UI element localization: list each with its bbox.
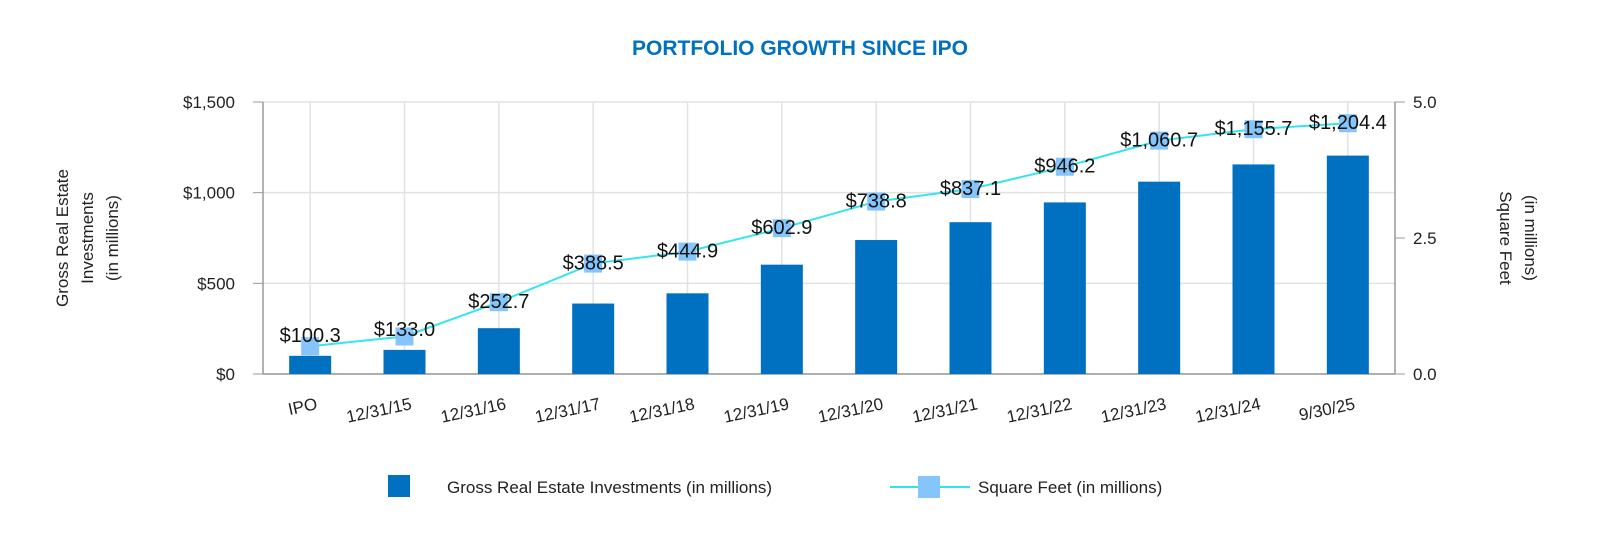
x-tick-label: 12/31/20 xyxy=(816,394,885,426)
x-tick-label: 12/31/24 xyxy=(1194,394,1263,426)
bar-data-label: $133.0 xyxy=(374,319,435,341)
chart-title: PORTFOLIO GROWTH SINCE IPO xyxy=(632,37,968,60)
x-tick-label: 12/31/19 xyxy=(722,394,791,426)
y-tick-label-left: $500 xyxy=(197,274,235,293)
bar xyxy=(289,355,332,374)
bar xyxy=(949,222,992,374)
y-axis-title-left: Investments xyxy=(78,192,97,284)
y-axis-title-right: Square Feet xyxy=(1496,191,1515,285)
bar-data-label: $1,204.4 xyxy=(1309,112,1387,134)
bar-data-label: $946.2 xyxy=(1034,156,1095,178)
bar xyxy=(477,328,520,374)
bar xyxy=(1043,202,1086,374)
x-tick-label: 12/31/21 xyxy=(911,394,980,426)
x-tick-label: IPO xyxy=(286,394,319,419)
bar xyxy=(1232,164,1275,374)
bar-data-label: $252.7 xyxy=(468,291,529,313)
square-feet-marker xyxy=(867,192,886,211)
y-axis-title-right: (in millions) xyxy=(1521,195,1540,281)
bar-data-label: $602.9 xyxy=(751,217,812,239)
square-feet-marker xyxy=(584,254,603,273)
y-tick-label-left: $1,000 xyxy=(183,184,235,203)
y-tick-label-left: $1,500 xyxy=(183,93,235,112)
bar xyxy=(855,240,898,374)
square-feet-marker xyxy=(1244,120,1263,139)
y-tick-label-right: 5.0 xyxy=(1413,93,1437,112)
x-tick-label: 12/31/17 xyxy=(533,394,602,426)
y-axis-title-left: Gross Real Estate xyxy=(53,169,72,307)
square-feet-marker xyxy=(301,337,320,356)
bar xyxy=(1326,155,1369,374)
square-feet-marker xyxy=(1055,157,1074,176)
bar xyxy=(1138,181,1181,374)
square-feet-marker xyxy=(772,219,791,238)
bar-data-label: $837.1 xyxy=(940,178,1001,200)
x-tick-label: 12/31/16 xyxy=(439,394,508,426)
x-tick-label: 12/31/18 xyxy=(628,394,697,426)
bar xyxy=(666,293,709,374)
square-feet-marker xyxy=(489,293,508,312)
y-tick-label-right: 0.0 xyxy=(1413,365,1437,384)
bar-data-label: $738.8 xyxy=(846,191,907,213)
y-tick-label-left: $0 xyxy=(216,365,235,384)
bar xyxy=(760,264,803,374)
x-tick-label: 12/31/22 xyxy=(1005,394,1074,426)
x-tick-label: 12/31/15 xyxy=(345,394,414,426)
bar-data-label: $388.5 xyxy=(563,253,624,275)
square-feet-marker xyxy=(678,242,697,261)
legend-label-line: Square Feet (in millions) xyxy=(978,478,1162,497)
x-tick-label: 9/30/25 xyxy=(1297,394,1356,424)
bar-data-label: $100.3 xyxy=(280,325,341,347)
legend-label-bars: Gross Real Estate Investments (in millio… xyxy=(447,478,772,497)
bar-data-label: $444.9 xyxy=(657,241,718,263)
square-feet-marker xyxy=(395,327,414,346)
bar xyxy=(383,349,426,374)
square-feet-line xyxy=(310,122,1348,348)
x-tick-label: 12/31/23 xyxy=(1099,394,1168,426)
square-feet-marker xyxy=(1150,131,1169,150)
legend-swatch-marker xyxy=(918,476,940,498)
legend-swatch-bars xyxy=(388,475,410,497)
bar xyxy=(572,303,615,374)
y-axis-title-left: (in millions) xyxy=(103,195,122,281)
square-feet-marker xyxy=(961,180,980,199)
square-feet-marker xyxy=(1338,114,1357,133)
y-tick-label-right: 2.5 xyxy=(1413,229,1437,248)
bar-data-label: $1,060.7 xyxy=(1120,130,1198,152)
bar-data-label: $1,155.7 xyxy=(1215,118,1293,140)
